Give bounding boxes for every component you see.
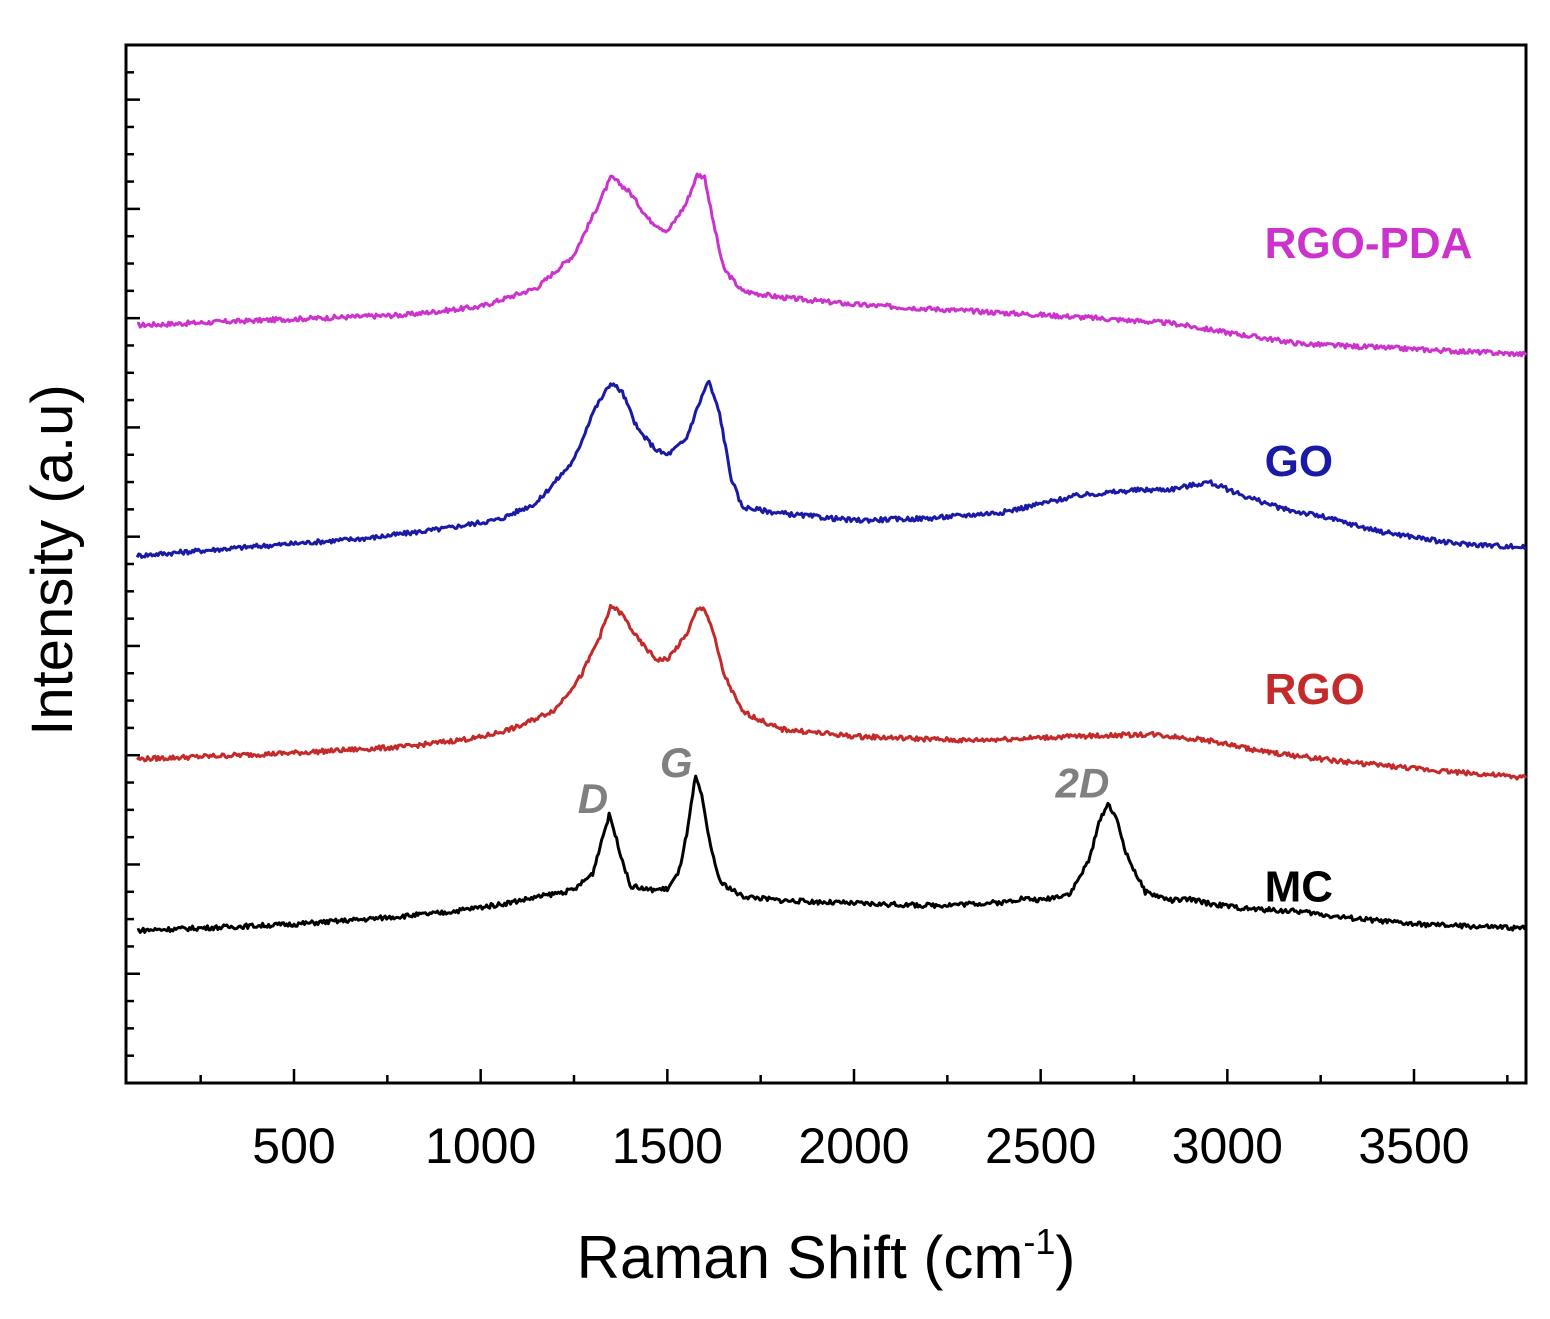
series-line-go xyxy=(135,379,1527,559)
x-axis-title-main: Raman Shift (cm xyxy=(577,1224,1024,1291)
series-label-mc: MC xyxy=(1265,862,1333,911)
x-axis-ticks: 500 1000 1500 2000 2500 3000 3500 xyxy=(199,1069,1509,1174)
y-axis-ticks xyxy=(126,71,140,1057)
peak-label-2d: 2D xyxy=(1055,760,1110,807)
annotations: RGO-PDA GO RGO MC D G 2D xyxy=(578,219,1473,912)
series-line-mc xyxy=(136,774,1527,934)
plot-frame xyxy=(124,43,1528,1085)
series-line-rgo xyxy=(136,603,1528,781)
series-label-rgo: RGO xyxy=(1265,665,1365,714)
x-tick-label: 3000 xyxy=(1172,1118,1283,1174)
x-axis-title-superscript: -1 xyxy=(1023,1221,1055,1262)
x-tick-label: 3500 xyxy=(1358,1118,1469,1174)
y-axis-title: Intensity (a.u) xyxy=(20,384,85,735)
x-tick-label: 500 xyxy=(252,1118,335,1174)
x-axis-title-close: ) xyxy=(1055,1224,1075,1291)
peak-label-d: D xyxy=(578,775,608,822)
x-tick-label: 2500 xyxy=(985,1118,1096,1174)
series-label-go: GO xyxy=(1265,437,1333,486)
peak-label-g: G xyxy=(660,739,693,786)
series-label-rgo-pda: RGO-PDA xyxy=(1265,219,1473,268)
series-traces xyxy=(135,172,1528,934)
series-line-rgo-pda xyxy=(137,172,1528,358)
x-tick-label: 2000 xyxy=(798,1118,909,1174)
x-axis-title: Raman Shift (cm-1) xyxy=(577,1221,1076,1291)
x-tick-label: 1000 xyxy=(425,1118,536,1174)
x-tick-label: 1500 xyxy=(612,1118,723,1174)
